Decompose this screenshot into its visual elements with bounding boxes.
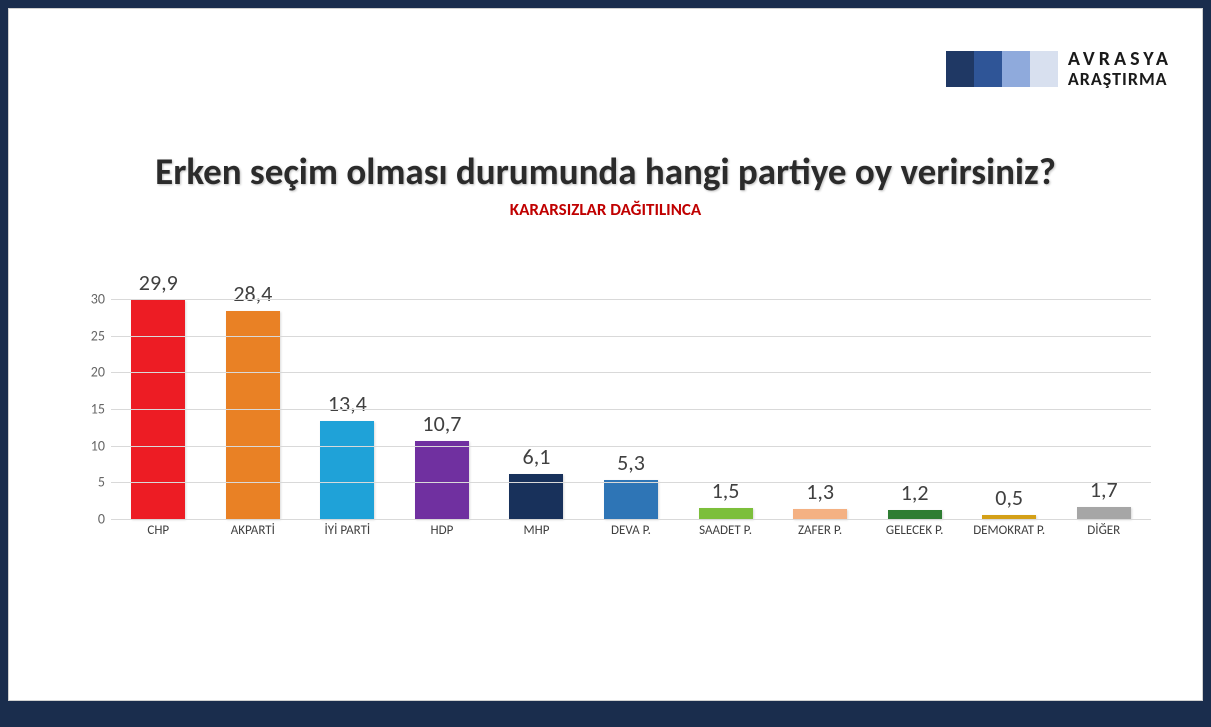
bar-value-label: 29,9 [139,269,178,296]
x-axis-label: AKPARTİ [206,523,301,539]
bar-value-label: 10,7 [422,410,461,437]
x-axis-label: GELECEK P. [867,523,962,539]
gridline [111,372,1151,373]
brand-logo: AVRASYA ARAŞTIRMA [946,49,1172,89]
x-axis-label: CHP [111,523,206,539]
bar-value-label: 5,3 [617,449,645,476]
bar: 13,4 [320,421,374,519]
bar-value-label: 1,7 [1090,476,1118,503]
logo-swatch [1002,51,1030,87]
chart-subtitle: KARARSIZLAR DAĞITILINCA [9,199,1202,220]
bar-chart: 29,9 28,4 13,4 10,7 6,1 5,3 1,5 1,3 1,2 0,5 1,7 0 5… [69,269,1159,609]
x-axis-label: HDP [395,523,490,539]
x-axis-label: ZAFER P. [773,523,868,539]
bar: 6,1 [509,474,563,519]
bar: 10,7 [415,441,469,519]
gridline [111,336,1151,337]
plot-area: 29,928,413,410,76,15,31,51,31,20,51,7 05… [111,299,1151,519]
logo-swatches [946,51,1058,87]
bar-value-label: 28,4 [233,280,272,307]
bar: 1,3 [793,509,847,519]
bar: 5,3 [604,480,658,519]
x-axis-label: DEVA P. [584,523,679,539]
y-axis-label: 10 [79,437,105,454]
gridline [111,446,1151,447]
x-axis-label: MHP [489,523,584,539]
logo-swatch [946,51,974,87]
gridline [111,299,1151,300]
bar: 28,4 [226,311,280,519]
bar-value-label: 1,5 [712,477,740,504]
logo-swatch [974,51,1002,87]
bar: 1,2 [888,510,942,519]
x-axis-label: DİĞER [1056,523,1151,539]
bar: 1,7 [1077,507,1131,519]
logo-text: AVRASYA ARAŞTIRMA [1068,49,1172,89]
chart-title: Erken seçim olması durumunda hangi parti… [9,149,1202,194]
y-axis-label: 5 [79,474,105,491]
y-axis-label: 30 [79,291,105,308]
logo-line2: ARAŞTIRMA [1068,70,1172,89]
gridline [111,519,1151,520]
slide: AVRASYA ARAŞTIRMA Erken seçim olması dur… [8,8,1203,701]
bar-value-label: 13,4 [328,390,367,417]
y-axis-label: 20 [79,364,105,381]
gridline [111,482,1151,483]
bar-value-label: 0,5 [995,484,1023,511]
x-axis-label: SAADET P. [678,523,773,539]
x-axis: CHPAKPARTİİYİ PARTİHDPMHPDEVA P.SAADET P… [111,523,1151,539]
bar: 1,5 [699,508,753,519]
gridline [111,409,1151,410]
logo-line1: AVRASYA [1068,49,1172,70]
bar-value-label: 6,1 [523,443,551,470]
y-axis-label: 0 [79,511,105,528]
y-axis-label: 15 [79,401,105,418]
x-axis-label: DEMOKRAT P. [962,523,1057,539]
y-axis-label: 25 [79,327,105,344]
logo-swatch [1030,51,1058,87]
x-axis-label: İYİ PARTİ [300,523,395,539]
